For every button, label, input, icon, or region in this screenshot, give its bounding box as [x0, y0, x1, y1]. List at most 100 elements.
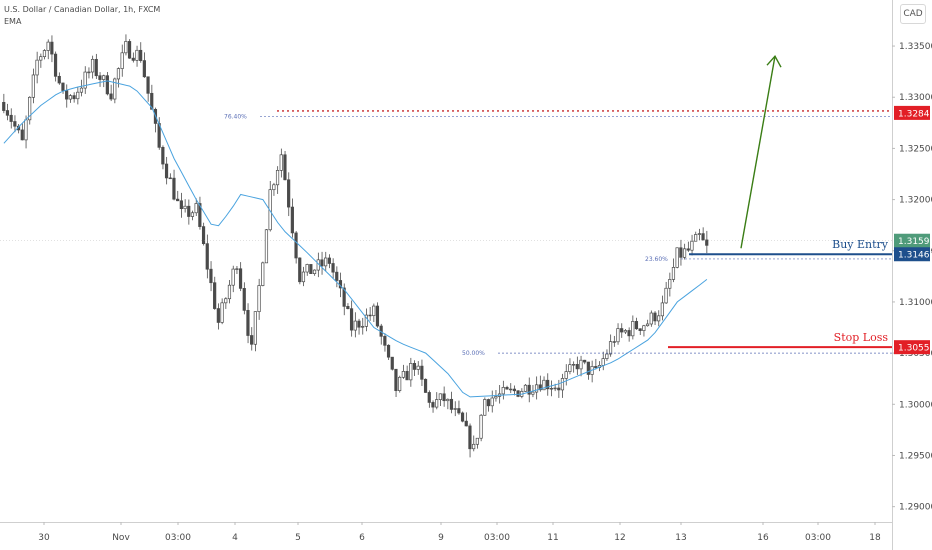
candle-body: [623, 330, 627, 333]
x-tick-label: 30: [38, 533, 50, 543]
candle-body: [534, 384, 539, 393]
last-price-tag-text: 1.31598: [898, 237, 932, 247]
candle-body: [61, 82, 65, 91]
candle-body: [645, 323, 650, 327]
candle-body: [105, 75, 109, 95]
candle-body: [146, 76, 150, 94]
candle-body: [679, 247, 683, 258]
target-price-tag: [894, 105, 930, 120]
candle-body: [287, 179, 291, 208]
ema-line: [3, 80, 708, 398]
candle-body: [657, 315, 661, 322]
candle-body: [571, 364, 576, 366]
candle-body: [398, 376, 402, 391]
candle-body: [131, 57, 135, 61]
candle-body: [420, 365, 424, 380]
candle-body: [227, 284, 232, 300]
candle-body: [579, 359, 583, 370]
candle-body: [686, 248, 690, 251]
candle-body: [594, 366, 598, 368]
candle-body: [475, 437, 479, 445]
candle-body: [509, 388, 513, 391]
candle-body: [324, 257, 328, 267]
candle-body: [368, 314, 372, 317]
candle-body: [283, 154, 287, 181]
candle-body: [460, 412, 465, 422]
candle-body: [24, 119, 28, 141]
candle-body: [53, 53, 58, 77]
candle-body: [72, 95, 76, 100]
candle-body: [660, 302, 664, 317]
candle-body: [42, 50, 47, 58]
y-tick-label: 1.29000: [899, 503, 932, 513]
stop-loss-label: Stop Loss: [834, 331, 889, 344]
candle-body: [161, 146, 165, 165]
candle-body: [261, 262, 265, 286]
candle-body: [446, 398, 450, 402]
indicator-label: EMA: [4, 17, 22, 26]
candle-body: [209, 268, 213, 284]
candle-body: [257, 285, 261, 312]
candle-body: [298, 257, 302, 283]
candle-body: [527, 384, 531, 395]
candle-body: [68, 95, 72, 100]
candle-body: [501, 386, 505, 395]
candle-body: [190, 212, 195, 217]
candle-body: [346, 306, 350, 310]
candle-body: [142, 60, 146, 78]
candle-body: [512, 388, 516, 392]
x-tick-label: Nov: [112, 533, 130, 543]
candle-body: [494, 396, 498, 399]
candle-body: [401, 371, 405, 378]
candle-body: [327, 257, 331, 264]
y-tick-label: 1.33500: [899, 42, 932, 52]
candle-body: [431, 402, 435, 408]
candle-body: [671, 267, 676, 280]
candle-body: [2, 102, 6, 111]
candle-body: [405, 371, 409, 381]
x-tick-label: 5: [295, 533, 301, 543]
candle-body: [164, 163, 169, 179]
candle-body: [616, 328, 620, 343]
x-tick-label: 13: [675, 533, 686, 543]
candle-body: [305, 264, 309, 273]
candle-body: [531, 391, 535, 395]
candle-body: [564, 371, 568, 379]
candle-body: [242, 288, 246, 311]
candle-body: [183, 205, 187, 210]
candle-body: [127, 41, 132, 59]
candle-body: [697, 233, 701, 235]
candle-body: [83, 71, 87, 89]
candle-body: [690, 240, 694, 251]
last-price-tag: [894, 233, 930, 248]
y-tick-label: 1.32500: [899, 144, 932, 154]
candle-body: [490, 397, 494, 407]
candle-body: [394, 368, 398, 391]
candle-body: [176, 198, 180, 202]
candle-body: [224, 298, 228, 304]
x-tick-label: 16: [757, 533, 769, 543]
candle-body: [608, 341, 613, 355]
y-tick-label: 1.32000: [899, 196, 932, 206]
buy-entry-label: Buy Entry: [832, 238, 889, 251]
candle-body: [642, 325, 646, 331]
symbol-title: U.S. Dollar / Canadian Dollar, 1h, FXCM: [4, 5, 161, 14]
price-axis: [892, 0, 932, 550]
candle-body: [275, 170, 280, 186]
candle-body: [235, 268, 239, 270]
fib-label: 76.40%: [224, 114, 247, 121]
candle-body: [638, 328, 642, 331]
candle-body: [102, 75, 106, 80]
candle-body: [231, 268, 235, 286]
candle-body: [423, 378, 428, 393]
candle-body: [631, 321, 635, 337]
candle-body: [201, 226, 206, 245]
candle-body: [442, 393, 446, 402]
candle-body: [653, 312, 657, 322]
candle-body: [250, 335, 254, 345]
candle-body: [76, 91, 80, 100]
candle-body: [98, 75, 102, 80]
currency-button[interactable]: CAD: [900, 4, 926, 24]
candle-body: [79, 87, 84, 93]
